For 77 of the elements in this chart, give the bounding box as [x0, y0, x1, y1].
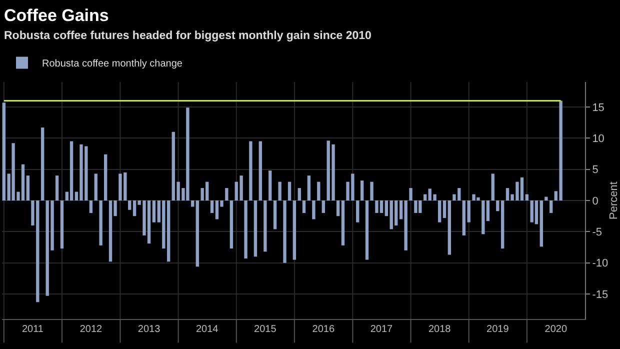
y-tick-label: 15 [592, 102, 604, 114]
bar [341, 200, 345, 246]
bar [196, 200, 199, 267]
legend-label: Robusta coffee monthly change [42, 58, 183, 70]
bar [448, 200, 452, 255]
bar [360, 180, 364, 200]
bar [370, 182, 374, 200]
y-tick-label: -5 [592, 226, 602, 239]
bar [491, 174, 494, 200]
y-tick-label: -15 [592, 288, 608, 301]
bar [467, 200, 470, 222]
bar [317, 182, 320, 200]
y-tick-label: -10 [592, 258, 608, 270]
bar [230, 200, 234, 249]
bar [540, 200, 543, 247]
bar [365, 200, 369, 260]
bar [500, 200, 504, 249]
bar [254, 200, 258, 257]
bar [55, 176, 59, 200]
bar [249, 141, 252, 200]
bar [336, 200, 340, 216]
bar [525, 194, 529, 200]
bar [99, 200, 102, 246]
chart-subtitle: Robusta coffee futures headed for biggest monthly gain since 2010 [4, 30, 372, 42]
bar [268, 170, 272, 200]
bar [496, 200, 500, 212]
x-tick-label: 2015 [254, 324, 277, 335]
bar [438, 200, 442, 222]
bar [302, 200, 306, 213]
bar [258, 141, 262, 200]
bar [128, 200, 132, 210]
bar [424, 194, 427, 200]
x-tick-label: 2020 [544, 324, 568, 335]
bar [2, 102, 6, 200]
x-tick-label: 2018 [428, 324, 452, 335]
bar [534, 200, 538, 224]
bar [70, 141, 74, 200]
x-tick-label: 2011 [22, 324, 44, 335]
x-tick-label: 2013 [138, 324, 161, 335]
x-tick-label: 2014 [196, 324, 219, 335]
bar [264, 200, 267, 252]
bar [409, 188, 412, 200]
bar [210, 200, 214, 213]
chart-title: Coffee Gains [4, 6, 109, 25]
y-axis-title: Percent [608, 182, 620, 220]
bar [60, 200, 64, 249]
bar [278, 182, 282, 200]
bar [283, 200, 286, 263]
bar [89, 200, 93, 213]
y-tick-label: 10 [592, 132, 604, 145]
bar [40, 128, 44, 200]
bar [152, 200, 156, 222]
bar [550, 200, 553, 213]
bar [244, 200, 248, 258]
bar [292, 200, 296, 260]
bar [298, 188, 301, 200]
bar [442, 200, 446, 218]
bar [273, 200, 277, 230]
bar [312, 200, 316, 220]
bar [191, 200, 194, 207]
x-tick-label: 2012 [80, 324, 103, 335]
bar [288, 182, 292, 200]
y-tick-label: 5 [592, 164, 598, 176]
bar [544, 196, 548, 200]
bar [225, 188, 228, 200]
bar [322, 200, 325, 213]
x-tick-label: 2017 [370, 324, 394, 335]
x-tick-label: 2016 [312, 324, 335, 335]
y-tick-label: 0 [592, 195, 598, 208]
bar [104, 154, 108, 200]
bar [26, 176, 30, 200]
x-tick-label: 2019 [486, 324, 510, 335]
bar [307, 176, 311, 200]
bar [94, 174, 98, 200]
bar [384, 200, 388, 216]
bar [356, 200, 360, 222]
bar [462, 200, 466, 236]
